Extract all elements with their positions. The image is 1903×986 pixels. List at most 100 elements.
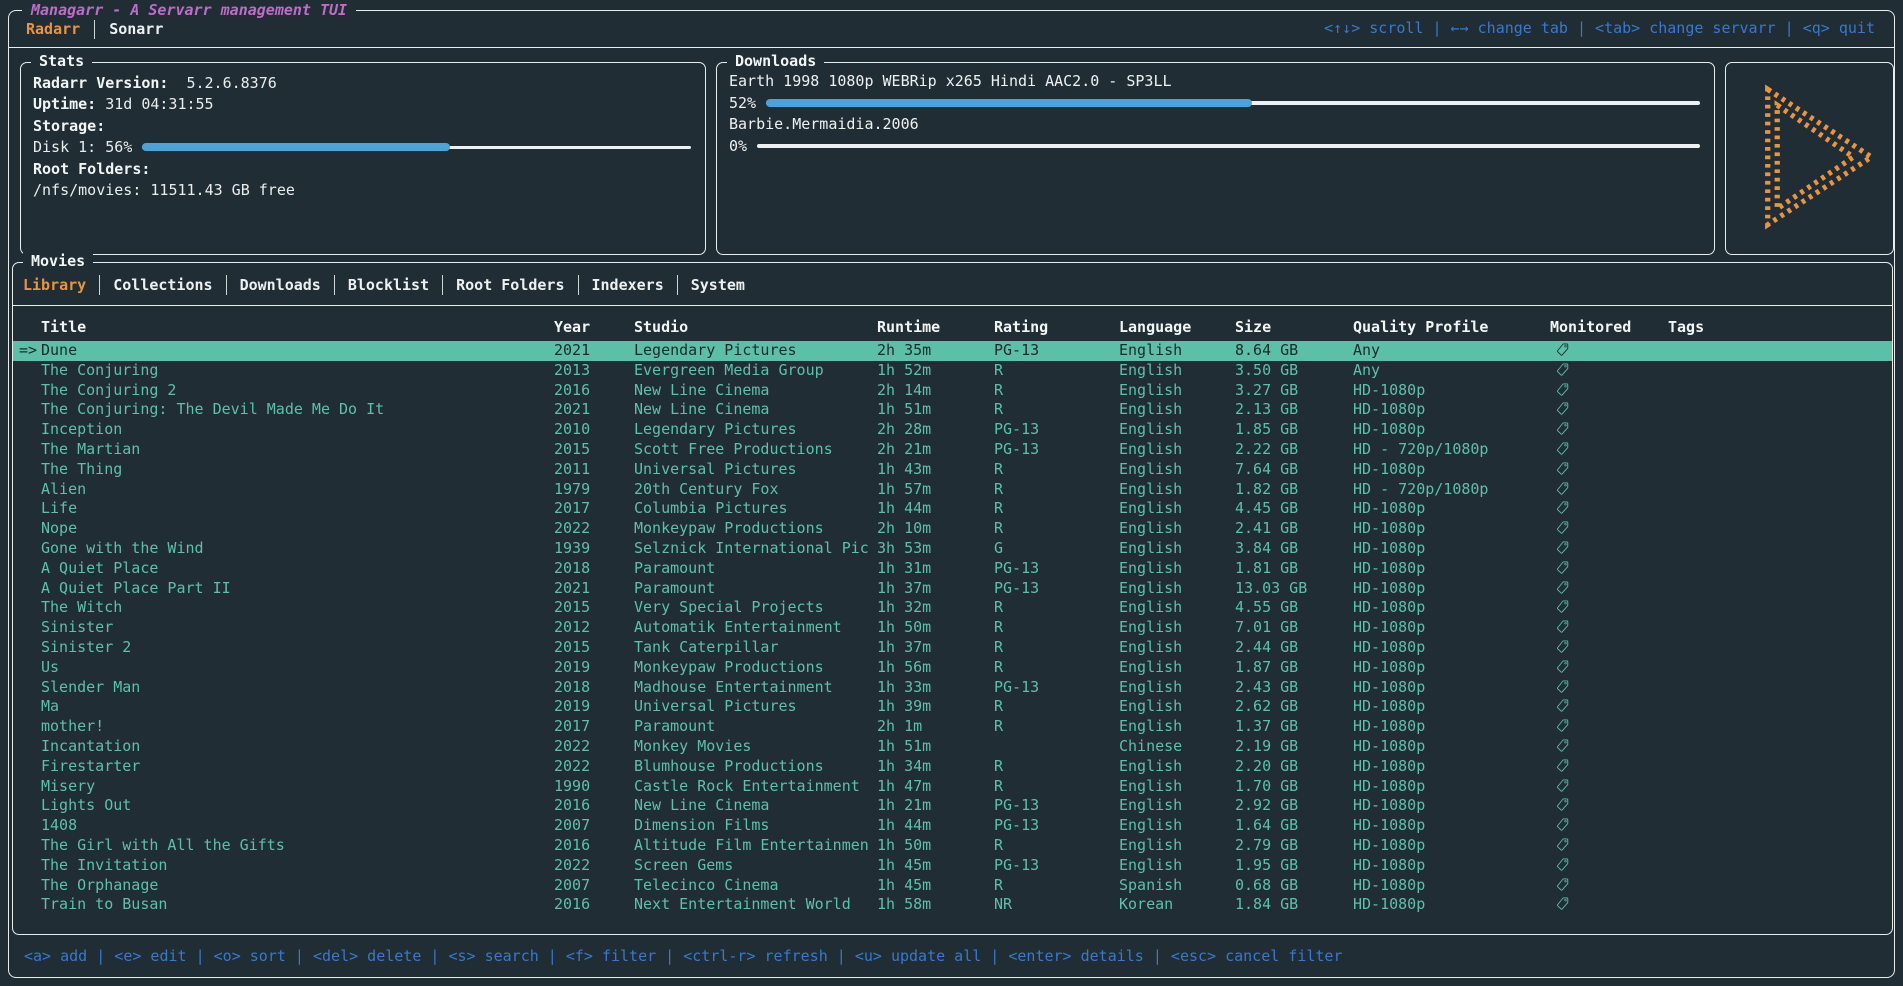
cell-studio: Evergreen Media Group: [634, 360, 824, 379]
table-row[interactable]: Train to Busan 2016 Next Entertainment W…: [13, 895, 1892, 915]
cell-studio: Dimension Films: [634, 816, 770, 835]
download-progress-line: 0%: [729, 135, 1700, 156]
cell-monitored: [1550, 816, 1668, 836]
cell-runtime: 1h 33m: [877, 677, 932, 696]
cell-title: A Quiet Place Part II: [41, 578, 231, 597]
cell-title: The Witch: [41, 598, 123, 617]
table-row[interactable]: The Thing 2011 Universal Pictures 1h 43m…: [13, 460, 1892, 480]
table-row[interactable]: Inception 2010 Legendary Pictures 2h 28m…: [13, 420, 1892, 440]
table-row[interactable]: => Dune 2021 Legendary Pictures 2h 35m P…: [13, 341, 1892, 361]
download-percent: 0%: [729, 136, 748, 155]
cell-rating: R: [994, 380, 1004, 399]
cell-rating: R: [994, 519, 1004, 538]
movies-tab-indexers[interactable]: Indexers: [591, 276, 664, 294]
table-row[interactable]: A Quiet Place Part II 2021 Paramount 1h …: [13, 579, 1892, 599]
selection-indicator: [17, 420, 41, 440]
movies-tab-collections[interactable]: Collections: [113, 276, 213, 294]
selection-indicator: [17, 876, 41, 896]
table-row[interactable]: The Martian 2015 Scott Free Productions …: [13, 440, 1892, 460]
column-header-year: Year: [554, 318, 591, 336]
cell-tags: [1668, 499, 1892, 519]
table-row[interactable]: Sinister 2 2015 Tank Caterpillar 1h 37m …: [13, 638, 1892, 658]
servarr-tab-radarr[interactable]: Radarr: [26, 20, 81, 38]
cell-studio: Monkey Movies: [634, 736, 752, 755]
cell-title: Misery: [41, 776, 96, 795]
cell-tags: [1668, 460, 1892, 480]
table-row[interactable]: The Conjuring 2013 Evergreen Media Group…: [13, 361, 1892, 381]
cell-runtime: 1h 37m: [877, 637, 932, 656]
tab-separator: [333, 275, 335, 295]
table-row[interactable]: The Orphanage 2007 Telecinco Cinema 1h 4…: [13, 876, 1892, 896]
table-row[interactable]: Alien 1979 20th Century Fox 1h 57m R Eng…: [13, 480, 1892, 500]
cell-runtime: 1h 45m: [877, 875, 932, 894]
table-row[interactable]: Life 2017 Columbia Pictures 1h 44m R Eng…: [13, 499, 1892, 519]
table-row[interactable]: Gone with the Wind 1939 Selznick Interna…: [13, 539, 1892, 559]
cell-monitored: [1550, 678, 1668, 698]
cell-tags: [1668, 440, 1892, 460]
cell-studio: Legendary Pictures: [634, 420, 797, 439]
disk-usage-line: Disk 1: 56%: [33, 137, 691, 159]
movies-tab-library[interactable]: Library: [23, 276, 87, 294]
movies-tabs-divider: [13, 305, 1892, 306]
cell-tags: [1668, 480, 1892, 500]
cell-year: 2013: [554, 360, 591, 379]
cell-quality-profile: HD - 720p/1080p: [1353, 439, 1489, 458]
cell-tags: [1668, 796, 1892, 816]
table-row[interactable]: Misery 1990 Castle Rock Entertainment 1h…: [13, 777, 1892, 797]
cell-runtime: 1h 31m: [877, 558, 932, 577]
cell-title: mother!: [41, 717, 105, 736]
cell-title: Alien: [41, 479, 87, 498]
movies-tab-root-folders[interactable]: Root Folders: [456, 276, 565, 294]
cell-size: 2.19 GB: [1235, 736, 1299, 755]
table-row[interactable]: Slender Man 2018 Madhouse Entertainment …: [13, 678, 1892, 698]
cell-quality-profile: HD-1080p: [1353, 519, 1426, 538]
table-row[interactable]: The Invitation 2022 Screen Gems 1h 45m P…: [13, 856, 1892, 876]
table-row[interactable]: Incantation 2022 Monkey Movies 1h 51m Ch…: [13, 737, 1892, 757]
cell-title: Nope: [41, 519, 78, 538]
table-row[interactable]: Us 2019 Monkeypaw Productions 1h 56m R E…: [13, 658, 1892, 678]
cell-quality-profile: Any: [1353, 360, 1381, 379]
cell-title: Dune: [41, 341, 78, 359]
selection-indicator: [17, 717, 41, 737]
tag-icon: [1556, 678, 1569, 696]
cell-monitored: [1550, 559, 1668, 579]
cell-language: Korean: [1119, 895, 1174, 914]
table-row[interactable]: A Quiet Place 2018 Paramount 1h 31m PG-1…: [13, 559, 1892, 579]
cell-studio: Castle Rock Entertainment: [634, 776, 860, 795]
movies-tab-blocklist[interactable]: Blocklist: [347, 276, 430, 294]
cell-title: Inception: [41, 420, 123, 439]
table-row[interactable]: Firestarter 2022 Blumhouse Productions 1…: [13, 757, 1892, 777]
table-row[interactable]: The Conjuring 2 2016 New Line Cinema 2h …: [13, 381, 1892, 401]
cell-monitored: [1550, 717, 1668, 737]
download-progress-bar: [757, 142, 1700, 150]
cell-language: English: [1119, 360, 1183, 379]
table-row[interactable]: Nope 2022 Monkeypaw Productions 2h 10m R…: [13, 519, 1892, 539]
cell-rating: R: [994, 499, 1004, 518]
selection-indicator: [17, 836, 41, 856]
cell-monitored: [1550, 658, 1668, 678]
cell-monitored: [1550, 737, 1668, 757]
cell-year: 2017: [554, 499, 591, 518]
table-row[interactable]: The Conjuring: The Devil Made Me Do It 2…: [13, 400, 1892, 420]
table-row[interactable]: Sinister 2012 Automatik Entertainment 1h…: [13, 618, 1892, 638]
disk-usage-label: Disk 1: 56%: [33, 138, 133, 157]
movies-tab-downloads[interactable]: Downloads: [239, 276, 321, 294]
cell-rating: R: [994, 875, 1004, 894]
table-row[interactable]: Lights Out 2016 New Line Cinema 1h 21m P…: [13, 796, 1892, 816]
table-row[interactable]: 1408 2007 Dimension Films 1h 44m PG-13 E…: [13, 816, 1892, 836]
column-header-tags: Tags: [1668, 318, 1705, 336]
cell-runtime: 1h 51m: [877, 736, 932, 755]
cell-year: 1939: [554, 538, 591, 557]
table-row[interactable]: mother! 2017 Paramount 2h 1m R English 1…: [13, 717, 1892, 737]
table-row[interactable]: The Girl with All the Gifts 2016 Altitud…: [13, 836, 1892, 856]
tab-separator: [442, 275, 444, 295]
cell-studio: Tank Caterpillar: [634, 637, 779, 656]
column-header-studio: Studio: [634, 318, 689, 336]
servarr-tab-sonarr[interactable]: Sonarr: [109, 20, 164, 38]
movies-tab-system[interactable]: System: [690, 276, 745, 294]
cell-year: 2022: [554, 519, 591, 538]
table-row[interactable]: Ma 2019 Universal Pictures 1h 39m R Engl…: [13, 697, 1892, 717]
table-row[interactable]: The Witch 2015 Very Special Projects 1h …: [13, 598, 1892, 618]
cell-rating: R: [994, 657, 1004, 676]
cell-rating: PG-13: [994, 796, 1040, 815]
